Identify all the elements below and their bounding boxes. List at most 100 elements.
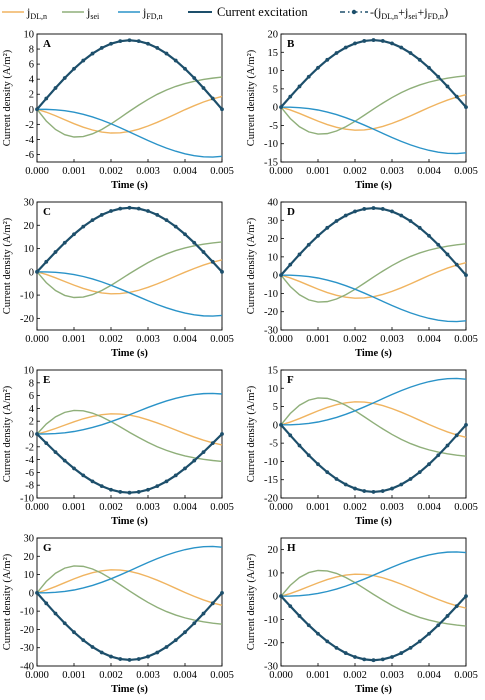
x-tick-label: 0.000 bbox=[25, 334, 49, 345]
series-line-sei bbox=[36, 565, 223, 625]
data-point-sum bbox=[173, 473, 178, 478]
data-point-sum bbox=[297, 84, 302, 89]
y-tick-label: 10 bbox=[24, 366, 35, 377]
data-point-sum bbox=[201, 86, 206, 90]
data-point-sum bbox=[81, 473, 86, 478]
y-tick-label: -20 bbox=[264, 638, 278, 649]
data-point-sum bbox=[183, 630, 187, 635]
series-line-sum bbox=[36, 592, 223, 661]
y-tick-label: 10 bbox=[268, 66, 279, 77]
data-point-sum bbox=[297, 443, 302, 448]
data-point-sum bbox=[464, 105, 468, 110]
y-tick-label: -10 bbox=[264, 457, 278, 468]
x-tick-label: 0.004 bbox=[417, 670, 441, 681]
x-tick-label: 0.002 bbox=[343, 334, 367, 345]
legend-label-sei: jsei bbox=[86, 5, 100, 21]
data-point-sum bbox=[127, 658, 132, 662]
panel-H: -30 -20 -10 0 10 20 0.000 0.001 0.002 0.003 0.004 0… bbox=[246, 537, 478, 695]
data-point-sum bbox=[183, 232, 187, 237]
data-point-sum bbox=[362, 489, 367, 493]
panel-G: -40 -30 -20 -10 0 10 20 30 0.000 0.001 0.002 0.003 0… bbox=[2, 534, 234, 696]
data-point-sum bbox=[90, 645, 95, 649]
data-point-sum bbox=[192, 458, 197, 463]
data-point-sum bbox=[464, 273, 468, 278]
panel-letter: D bbox=[287, 206, 295, 218]
data-point-sum bbox=[164, 645, 169, 649]
data-point-sum bbox=[436, 74, 441, 79]
data-point-sum bbox=[127, 38, 132, 43]
data-point-sum bbox=[288, 433, 293, 438]
data-point-sum bbox=[210, 96, 215, 101]
y-tick-label: 0 bbox=[273, 592, 278, 603]
x-tick-label: 0.004 bbox=[417, 166, 441, 177]
y-tick-label: -20 bbox=[20, 314, 34, 325]
x-tick-label: 0.005 bbox=[210, 670, 234, 681]
x-axis-label: Time (s) bbox=[111, 180, 148, 191]
y-tick-label: -2 bbox=[25, 120, 34, 131]
legend-label-dl: jDL,n bbox=[26, 5, 47, 21]
panel-letter: G bbox=[43, 542, 52, 554]
y-tick-label: -10 bbox=[264, 289, 278, 300]
panel-A: -6 -4 -2 0 2 4 6 8 10 0.000 0.001 0.002 0.003 0.004 0.… bbox=[2, 30, 234, 192]
y-tick-label: -20 bbox=[264, 307, 278, 318]
y-tick-label: -20 bbox=[20, 625, 34, 636]
data-point-sum bbox=[306, 74, 311, 79]
data-point-sum bbox=[44, 259, 49, 264]
y-tick-label: 0 bbox=[29, 588, 34, 599]
data-point-sum bbox=[353, 209, 357, 214]
data-point-sum bbox=[35, 269, 39, 274]
x-axis-label: Time (s) bbox=[355, 684, 392, 695]
data-point-sum bbox=[427, 65, 431, 70]
y-tick-label: 30 bbox=[24, 534, 35, 545]
y-tick-label: 0 bbox=[29, 105, 34, 116]
data-point-sum bbox=[155, 484, 160, 489]
data-point-sum bbox=[445, 443, 450, 448]
plot-frame bbox=[36, 33, 223, 163]
data-point-sum bbox=[408, 477, 413, 481]
data-point-sum bbox=[173, 638, 178, 643]
panel-E: -10 -8 -6 -4 -20 2 4 6 810 0.000 0.001 0.002 0.003 0.… bbox=[2, 366, 234, 528]
data-point-sum bbox=[334, 645, 339, 650]
y-tick-label: -5 bbox=[269, 439, 278, 450]
y-tick-label: 2 bbox=[29, 90, 34, 101]
data-point-sum bbox=[210, 441, 215, 446]
data-point-sum bbox=[399, 651, 404, 655]
data-point-sum bbox=[390, 41, 394, 46]
data-point-sum bbox=[306, 623, 311, 628]
data-point-sum bbox=[325, 470, 330, 475]
data-point-sum bbox=[183, 66, 187, 71]
y-tick-label: 2 bbox=[29, 417, 34, 428]
data-point-sum bbox=[155, 650, 160, 655]
x-tick-label: 0.000 bbox=[25, 166, 49, 177]
x-tick-label: 0.003 bbox=[136, 334, 160, 345]
panel-letter: F bbox=[287, 374, 294, 386]
x-tick-label: 0.003 bbox=[380, 502, 404, 513]
y-tick-label: 10 bbox=[24, 570, 35, 581]
data-point-sum bbox=[53, 450, 58, 455]
x-tick-label: 0.001 bbox=[306, 334, 330, 345]
data-point-sum bbox=[201, 611, 206, 616]
data-point-sum bbox=[279, 594, 283, 599]
series-line-sum bbox=[36, 433, 223, 494]
data-point-sum bbox=[464, 594, 468, 599]
x-tick-label: 0.002 bbox=[343, 502, 367, 513]
data-point-sum bbox=[371, 658, 376, 663]
series-line-sum bbox=[36, 39, 223, 110]
data-point-sum bbox=[288, 94, 293, 99]
data-point-sum bbox=[316, 631, 320, 636]
data-point-sum bbox=[53, 86, 58, 90]
data-point-sum bbox=[390, 209, 394, 214]
y-tick-label: 30 bbox=[268, 216, 279, 227]
plot-frame bbox=[36, 201, 223, 331]
series-line-dl bbox=[280, 573, 467, 609]
data-point-sum bbox=[417, 470, 422, 475]
x-tick-label: 0.005 bbox=[210, 502, 234, 513]
data-point-sum bbox=[109, 209, 113, 213]
series-line-dl bbox=[280, 93, 467, 131]
data-point-sum bbox=[146, 41, 150, 46]
y-tick-label: 30 bbox=[24, 198, 35, 209]
y-tick-label: 15 bbox=[268, 48, 279, 59]
x-tick-label: 0.003 bbox=[380, 670, 404, 681]
y-tick-label: 10 bbox=[24, 244, 35, 255]
data-point-sum bbox=[343, 45, 348, 50]
